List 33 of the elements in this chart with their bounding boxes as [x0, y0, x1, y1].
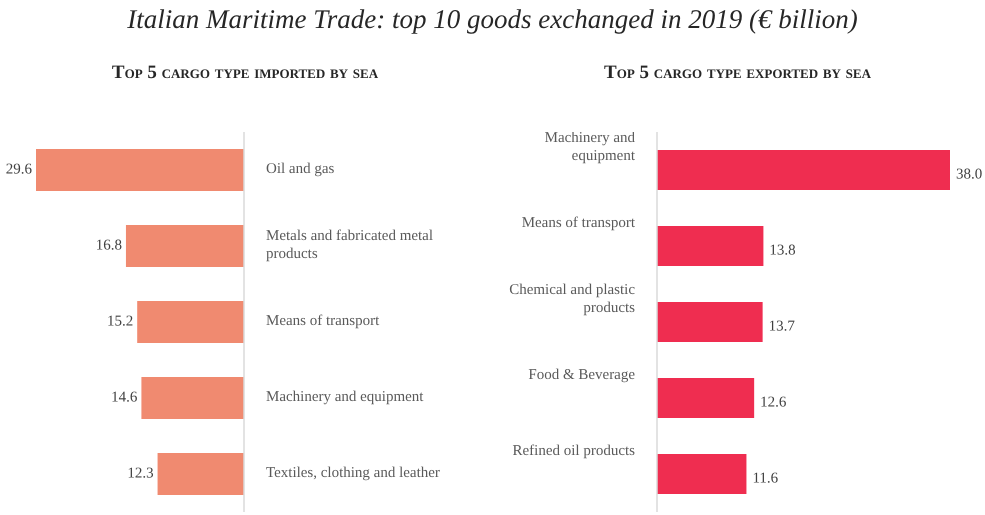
- bar: [657, 454, 746, 494]
- y-tick-label: Machinery and equipment: [544, 130, 636, 164]
- bar: [158, 453, 244, 495]
- chart-subtitle: Top 5 cargo type exported by sea: [603, 62, 872, 85]
- y-tick-label: Chemical and plastic products: [509, 282, 636, 316]
- data-label: 12.6: [760, 394, 787, 410]
- y-tick-label: Oil and gas: [266, 161, 334, 178]
- bar: [36, 149, 244, 191]
- data-label: 13.8: [769, 242, 796, 258]
- data-label: 29.6: [6, 161, 32, 178]
- bar: [657, 302, 763, 342]
- bar: [141, 377, 244, 419]
- y-tick-label: Means of transport: [266, 313, 380, 330]
- y-tick-label: Means of transport: [522, 215, 636, 232]
- data-label: 11.6: [752, 470, 779, 486]
- data-label: 12.3: [127, 465, 154, 482]
- y-tick-label: Metals and fabricated metal products: [266, 228, 434, 262]
- y-tick-label: Refined oil products: [512, 443, 636, 460]
- y-tick-label: Food & Beverage: [528, 367, 636, 384]
- data-label: 13.7: [768, 318, 796, 334]
- chart-subtitle: Top 5 cargo type imported by sea: [110, 62, 380, 85]
- bar: [137, 301, 244, 343]
- bar: [657, 378, 754, 418]
- data-label: 38.0: [956, 166, 982, 182]
- bar: [657, 150, 950, 190]
- bar: [657, 226, 764, 266]
- y-tick-label: Machinery and equipment: [266, 389, 424, 406]
- data-label: 16.8: [96, 237, 122, 254]
- data-label: 15.2: [106, 313, 134, 330]
- text: Italian Maritime Trade: top 10 goods exchanged in 2019 (€ billion): [126, 4, 859, 35]
- data-label: 14.6: [111, 389, 138, 406]
- y-tick-label: Textiles, clothing and leather: [266, 465, 440, 482]
- bar: [126, 225, 244, 267]
